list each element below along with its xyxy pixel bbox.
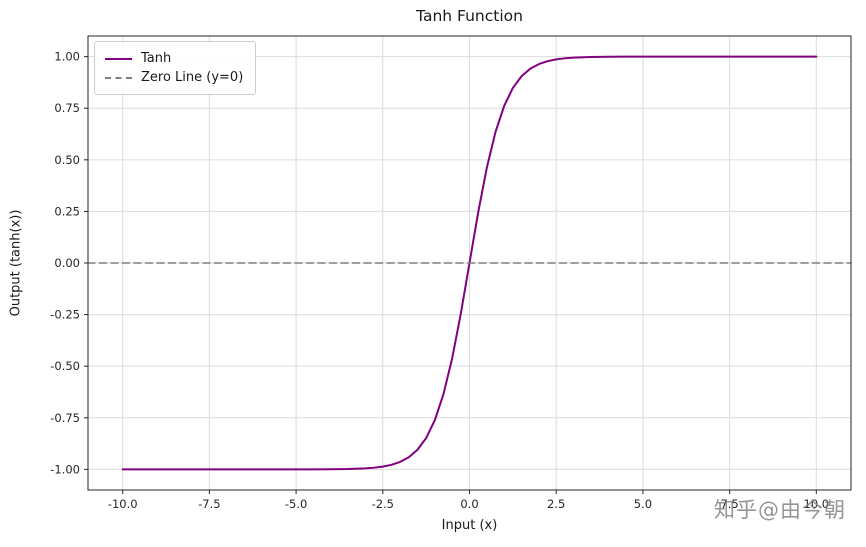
y-tick-label: -0.75 — [50, 411, 80, 425]
chart-title: Tanh Function — [416, 7, 523, 25]
y-tick-label: 0.25 — [54, 204, 80, 218]
watermark: 知乎@由今朝 — [714, 498, 846, 522]
y-tick-label: -0.50 — [50, 359, 80, 373]
y-tick-label: 0.50 — [54, 153, 80, 167]
tanh-line-swatch-icon — [105, 57, 132, 60]
legend-label-tanh: Tanh — [141, 51, 172, 66]
x-tick-label: 10.0 — [804, 497, 830, 511]
x-tick-label: -2.5 — [372, 497, 394, 511]
y-tick-label: 0.75 — [54, 101, 80, 115]
legend-item-tanh: Tanh — [105, 49, 243, 68]
legend: Tanh Zero Line (y=0) — [94, 41, 257, 95]
y-tick-label: 0.00 — [54, 256, 80, 270]
x-tick-label: -10.0 — [108, 497, 138, 511]
x-tick-label: 7.5 — [720, 497, 738, 511]
x-tick-label: -5.0 — [285, 497, 307, 511]
legend-label-zero-line: Zero Line (y=0) — [141, 70, 244, 85]
x-tick-label: 0.0 — [460, 497, 478, 511]
y-axis-label: Output (tanh(x)) — [8, 209, 24, 317]
y-tick-label: -0.25 — [50, 308, 80, 322]
zero-line-swatch-icon — [105, 76, 132, 79]
legend-item-zero-line: Zero Line (y=0) — [105, 68, 243, 87]
x-tick-label: -7.5 — [198, 497, 220, 511]
y-tick-label: -1.00 — [50, 462, 80, 476]
x-tick-label: 2.5 — [547, 497, 565, 511]
y-tick-label: 1.00 — [54, 50, 80, 64]
x-tick-label: 5.0 — [634, 497, 652, 511]
x-axis-label: Input (x) — [441, 518, 498, 533]
